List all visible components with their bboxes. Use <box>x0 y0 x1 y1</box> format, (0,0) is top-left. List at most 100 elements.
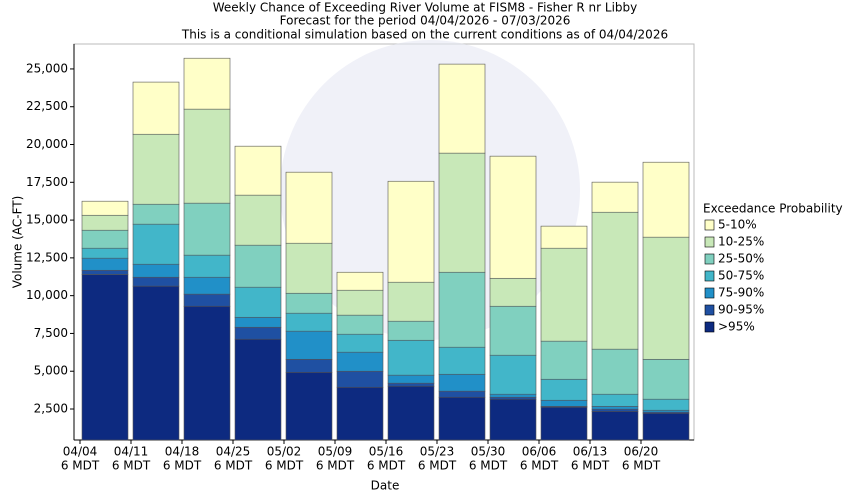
legend-label: 50-75% <box>718 269 764 283</box>
legend-swatch <box>704 304 715 316</box>
y-tick-label: 25,000 <box>26 61 68 75</box>
x-tick-label: 6 MDT <box>469 459 508 473</box>
bar-segment <box>285 330 333 360</box>
x-tick-label: 06/06 <box>522 445 557 459</box>
bar-segment <box>81 247 129 259</box>
x-tick-label: 04/18 <box>165 445 200 459</box>
bar-segment <box>489 398 537 441</box>
legend-title: Exceedance Probability <box>703 202 843 216</box>
bar-segment <box>540 340 588 380</box>
bar-segment <box>132 81 180 135</box>
bar-segment <box>438 271 486 348</box>
bar-segment <box>285 171 333 244</box>
legend-swatch <box>704 236 715 248</box>
bar-segment <box>489 305 537 356</box>
bar-segment <box>132 203 180 225</box>
x-tick-label: 05/02 <box>267 445 302 459</box>
bar-segment <box>132 223 180 265</box>
bar-segment <box>438 373 486 392</box>
bar-segment <box>438 390 486 398</box>
y-tick-label: 5,000 <box>34 364 68 378</box>
x-tick-label: 06/20 <box>624 445 659 459</box>
bar-segment <box>132 263 180 278</box>
y-tick-label: 12,500 <box>26 250 68 264</box>
x-tick-label: 05/23 <box>420 445 455 459</box>
x-tick-label: 6 MDT <box>112 459 151 473</box>
bar-segment <box>183 202 231 256</box>
bar-segment <box>234 145 282 196</box>
bar-segment <box>540 247 588 342</box>
bar-segment <box>81 269 129 275</box>
bar-segment <box>591 405 639 410</box>
legend-label: 10-25% <box>718 235 764 249</box>
x-tick-label: 04/11 <box>114 445 149 459</box>
bar-segment <box>234 316 282 328</box>
bar-segment <box>387 382 435 387</box>
legend-label: >95% <box>718 320 755 334</box>
bar-segment <box>387 320 435 341</box>
legend-swatch <box>704 253 715 265</box>
bar-segment <box>438 152 486 273</box>
bar-segment <box>438 346 486 375</box>
bar-segment <box>591 410 639 441</box>
y-tick-label: 22,500 <box>26 99 68 113</box>
bar-segment <box>336 351 384 372</box>
bar-segment <box>642 398 690 411</box>
y-tick-label: 7,500 <box>34 326 68 340</box>
bar-segment <box>336 271 384 291</box>
bar-segment <box>438 63 486 154</box>
bar-segment <box>336 333 384 353</box>
bar-segment <box>387 339 435 376</box>
x-tick-label: 6 MDT <box>214 459 253 473</box>
x-tick-label: 6 MDT <box>316 459 355 473</box>
bar-segment <box>132 133 180 205</box>
bar-segment <box>642 358 690 400</box>
bar-segment <box>285 371 333 441</box>
bar-segment <box>183 293 231 307</box>
bar-segment <box>132 276 180 287</box>
x-tick-label: 6 MDT <box>163 459 202 473</box>
bar-segment <box>132 285 180 441</box>
bar-segment <box>183 57 231 110</box>
x-tick-label: 6 MDT <box>520 459 559 473</box>
bar-segment <box>540 406 588 441</box>
bar-segment <box>642 161 690 238</box>
x-tick-label: 05/30 <box>471 445 506 459</box>
bar-segment <box>540 378 588 401</box>
bar-segment <box>591 393 639 407</box>
bar-segment <box>489 155 537 279</box>
bar-segment <box>642 236 690 360</box>
x-tick-label: 6 MDT <box>265 459 304 473</box>
legend-swatch <box>704 219 715 231</box>
y-tick-label: 10,000 <box>26 288 68 302</box>
bar-segment <box>489 354 537 395</box>
bar-segment <box>234 326 282 340</box>
bar-segment <box>591 348 639 395</box>
bar-segment <box>285 242 333 294</box>
x-tick-label: 05/16 <box>369 445 404 459</box>
chart-subtitle: This is a conditional simulation based o… <box>181 28 668 42</box>
y-tick-label: 15,000 <box>26 213 68 227</box>
chart-title: Weekly Chance of Exceeding River Volume … <box>213 1 638 15</box>
bar-segment <box>387 385 435 441</box>
bar-segment <box>285 312 333 332</box>
bar-segment <box>540 399 588 407</box>
bar-segment <box>387 180 435 283</box>
bar-segment <box>642 412 690 441</box>
bar-segment <box>387 374 435 384</box>
x-tick-label: 6 MDT <box>418 459 457 473</box>
x-tick-label: 6 MDT <box>571 459 610 473</box>
legend-swatch <box>704 287 715 299</box>
bar-segment <box>336 386 384 441</box>
bar-segment <box>336 289 384 316</box>
bar-segment <box>489 277 537 307</box>
bar-segment <box>81 214 129 231</box>
bar-segment <box>81 229 129 249</box>
bar-segment <box>81 274 129 441</box>
x-tick-label: 04/04 <box>63 445 98 459</box>
bar-segment <box>336 370 384 388</box>
legend-label: 25-50% <box>718 252 764 266</box>
bar-segment <box>591 181 639 213</box>
